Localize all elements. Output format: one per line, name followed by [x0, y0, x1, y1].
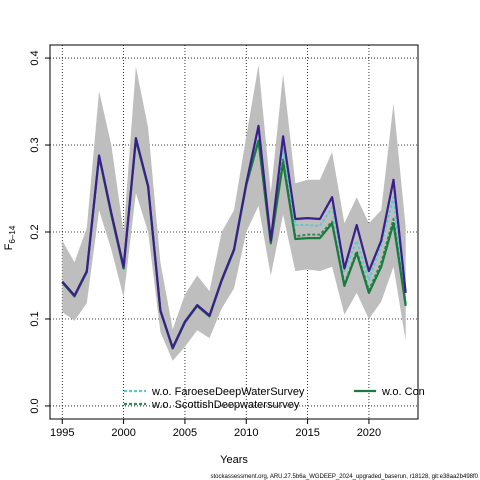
x-axis-title: Years	[220, 454, 248, 466]
y-axis: 0.0 0.1 0.2 0.3 0.4	[29, 50, 50, 414]
legend-label: w.o. ScottishDeepwatersurvey	[151, 399, 300, 411]
y-axis-subscript: 6–14	[8, 225, 17, 243]
y-tick-label: 0.0	[29, 398, 41, 413]
x-tick-label: 2020	[357, 427, 381, 439]
y-tick-label: 0.4	[29, 50, 41, 65]
x-tick-label: 1995	[50, 427, 74, 439]
legend-label: w.o. Con	[381, 386, 425, 398]
series-line-3	[61, 124, 407, 349]
y-tick-label: 0.1	[29, 311, 41, 326]
series-layer	[61, 124, 407, 350]
x-axis: 1995 2000 2005 2010 2015 2020	[50, 419, 381, 439]
y-axis-title: F6–14	[3, 225, 17, 250]
confidence-band	[62, 65, 406, 361]
confidence-band-layer	[62, 65, 406, 361]
legend-label: w.o. FaroeseDeepWaterSurvey	[151, 386, 305, 398]
x-tick-label: 2015	[295, 427, 319, 439]
footer-text: stockassessment.org, ARU.27.5b6a_WGDEEP_…	[210, 474, 478, 480]
y-tick-label: 0.2	[29, 224, 41, 239]
x-tick-label: 2010	[234, 427, 258, 439]
x-tick-label: 2005	[173, 427, 197, 439]
x-tick-label: 2000	[111, 427, 135, 439]
y-tick-label: 0.3	[29, 137, 41, 152]
